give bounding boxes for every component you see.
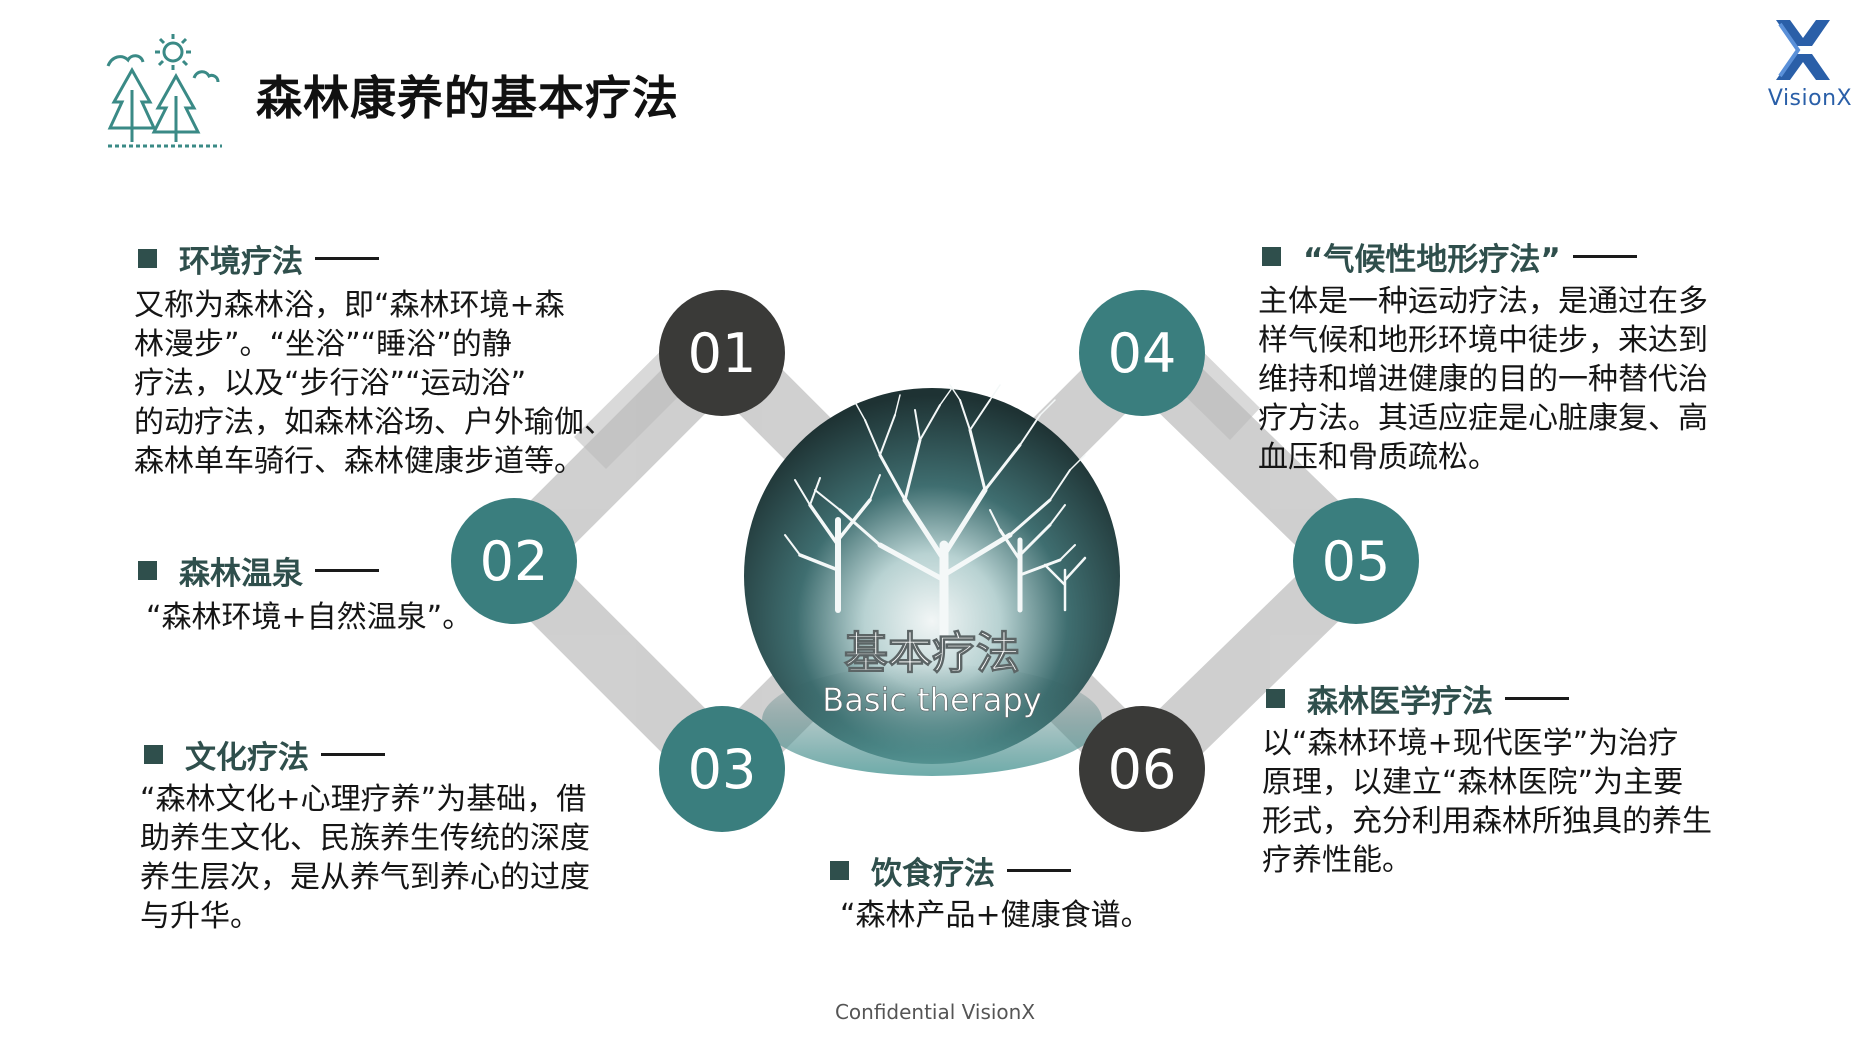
heading-dash bbox=[321, 753, 385, 756]
node-02-label: 02 bbox=[480, 530, 549, 593]
heading-dash bbox=[1505, 697, 1569, 700]
node-04: 04 bbox=[1079, 290, 1205, 416]
text-line: 与升华。 bbox=[140, 899, 260, 934]
text-line: 又称为森林浴，即“森林环境+森 bbox=[134, 288, 565, 323]
text-line: 助养生文化、民族养生传统的深度 bbox=[140, 821, 590, 856]
text-line: “森林产品+健康食谱。 bbox=[840, 898, 1151, 933]
heading-dash bbox=[1007, 869, 1071, 872]
text-line: 森林单车骑行、森林健康步道等。 bbox=[134, 444, 584, 479]
bullet-square-icon bbox=[1262, 247, 1281, 266]
section-medical-body: 以“森林环境+现代医学”为治疗 原理，以建立“森林医院”为主要 形式，充分利用森… bbox=[1262, 724, 1802, 880]
node-05: 05 bbox=[1293, 498, 1419, 624]
section-diet-body: “森林产品+健康食谱。 bbox=[840, 896, 1240, 935]
text-line: 主体是一种运动疗法，是通过在多 bbox=[1258, 284, 1708, 319]
text-line: 样气候和地形环境中徒步，来达到 bbox=[1258, 323, 1708, 358]
node-05-label: 05 bbox=[1322, 530, 1391, 593]
text-line: 以“森林环境+现代医学”为治疗 bbox=[1262, 726, 1679, 761]
section-env-heading: 环境疗法 bbox=[138, 236, 379, 281]
text-line: “森林环境+自然温泉”。 bbox=[146, 600, 473, 635]
center-subtitle: Basic therapy bbox=[822, 681, 1041, 719]
bullet-square-icon bbox=[144, 745, 163, 764]
text-line: 形式，充分利用森林所独具的养生 bbox=[1262, 804, 1712, 839]
visionx-x-logo-icon bbox=[1776, 20, 1830, 80]
confidential-footer: Confidential VisionX bbox=[834, 1000, 1036, 1024]
text-line: 原理，以建立“森林医院”为主要 bbox=[1262, 765, 1684, 800]
bullet-square-icon bbox=[830, 861, 849, 880]
node-06-label: 06 bbox=[1108, 738, 1177, 801]
text-line: “森林文化+心理疗养”为基础，借 bbox=[140, 782, 587, 817]
logo-text: VisionX bbox=[1767, 86, 1853, 111]
bullet-square-icon bbox=[138, 561, 157, 580]
center-title: 基本疗法 bbox=[844, 628, 1020, 679]
node-03: 03 bbox=[659, 706, 785, 832]
heading-dash bbox=[315, 257, 379, 260]
section-env-body: 又称为森林浴，即“森林环境+森 林漫步”。“坐浴”“睡浴”的静 疗法，以及“步行… bbox=[134, 286, 654, 481]
bullet-square-icon bbox=[1266, 689, 1285, 708]
section-climate-body: 主体是一种运动疗法，是通过在多 样气候和地形环境中徒步，来达到 维持和增进健康的… bbox=[1258, 282, 1798, 477]
section-culture-body: “森林文化+心理疗养”为基础，借 助养生文化、民族养生传统的深度 养生层次，是从… bbox=[140, 780, 660, 936]
section-diet-heading: 饮食疗法 bbox=[830, 848, 1071, 893]
heading-dash bbox=[1572, 255, 1637, 258]
text-line: 维持和增进健康的目的一种替代治 bbox=[1258, 362, 1708, 397]
text-line: 疗方法。其适应症是心脏康复、高 bbox=[1258, 401, 1708, 436]
text-line: 血压和骨质疏松。 bbox=[1258, 440, 1498, 475]
forest-trees-sun-icon bbox=[106, 34, 222, 148]
text-line: 疗养性能。 bbox=[1262, 843, 1412, 878]
bare-trees-icon bbox=[784, 384, 1087, 645]
bullet-square-icon bbox=[138, 249, 157, 268]
center-circle: 基本疗法 Basic therapy bbox=[744, 384, 1120, 776]
text-line: 疗法，以及“步行浴”“运动浴” bbox=[134, 366, 527, 401]
section-hotspring-heading: 森林温泉 bbox=[138, 548, 379, 593]
text-line: 的动疗法，如森林浴场、户外瑜伽、 bbox=[134, 405, 614, 440]
heading-dash bbox=[315, 569, 379, 572]
section-medical-heading: 森林医学疗法 bbox=[1266, 676, 1569, 721]
text-line: 养生层次，是从养气到养心的过度 bbox=[140, 860, 590, 895]
node-02: 02 bbox=[451, 498, 577, 624]
node-04-label: 04 bbox=[1108, 322, 1177, 385]
node-01: 01 bbox=[659, 290, 785, 416]
text-line: 林漫步”。“坐浴”“睡浴”的静 bbox=[134, 327, 512, 362]
section-culture-heading: 文化疗法 bbox=[144, 732, 385, 777]
page-title: 森林康养的基本疗法 bbox=[256, 71, 679, 125]
node-06: 06 bbox=[1079, 706, 1205, 832]
node-03-label: 03 bbox=[688, 738, 757, 801]
section-hotspring-body: “森林环境+自然温泉”。 bbox=[146, 598, 546, 637]
node-01-label: 01 bbox=[688, 322, 757, 385]
section-climate-heading: “气候性地形疗法” bbox=[1262, 234, 1637, 279]
